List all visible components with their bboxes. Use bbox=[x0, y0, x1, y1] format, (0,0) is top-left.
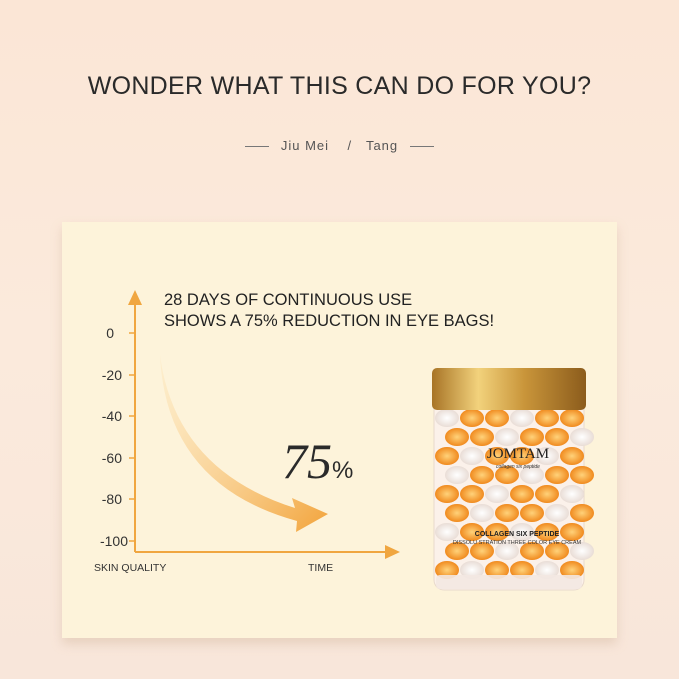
capsule bbox=[535, 447, 559, 465]
subtitle-separator: / bbox=[347, 138, 353, 153]
x-axis-arrow-icon bbox=[385, 545, 400, 559]
capsule bbox=[470, 542, 494, 560]
divider bbox=[244, 146, 269, 148]
subtitle-left: Jiu Mei bbox=[280, 138, 330, 153]
capsule bbox=[445, 504, 469, 522]
capsule bbox=[435, 485, 459, 503]
capsule bbox=[545, 466, 569, 484]
capsule bbox=[485, 485, 509, 503]
capsule bbox=[545, 428, 569, 446]
capsule bbox=[520, 504, 544, 522]
subtitle: Jiu Mei / Tang bbox=[0, 138, 679, 153]
capsule bbox=[535, 409, 559, 427]
capsule bbox=[570, 466, 594, 484]
trend-arrow-icon bbox=[160, 355, 328, 532]
capsule bbox=[560, 447, 584, 465]
capsule bbox=[510, 447, 534, 465]
y-tick: -80 bbox=[101, 491, 122, 507]
product-label-line-1: COLLAGEN SIX PEPTIDE bbox=[474, 531, 560, 538]
capsule bbox=[470, 504, 494, 522]
reduction-number: 75 bbox=[282, 433, 332, 489]
capsule bbox=[560, 523, 584, 541]
capsule bbox=[560, 485, 584, 503]
product-label-line-2: DISSOLU STRATION THREE COLOR EYE CREAM bbox=[452, 540, 582, 546]
jar-cap bbox=[432, 368, 586, 410]
capsule bbox=[460, 561, 484, 579]
capsule bbox=[435, 409, 459, 427]
capsule bbox=[545, 504, 569, 522]
page-title: WONDER WHAT THIS CAN DO FOR YOU? bbox=[87, 72, 592, 100]
capsule bbox=[520, 428, 544, 446]
capsule bbox=[485, 523, 509, 541]
x-axis bbox=[135, 545, 400, 559]
y-tick: -20 bbox=[101, 367, 122, 383]
reduction-value: 75% bbox=[282, 432, 353, 490]
capsule bbox=[470, 466, 494, 484]
headline-line-1: 28 DAYS OF CONTINUOUS USE bbox=[164, 291, 413, 309]
capsule bbox=[520, 542, 544, 560]
capsule bbox=[445, 466, 469, 484]
capsule bbox=[435, 447, 459, 465]
subtitle-right: Tang bbox=[365, 138, 399, 153]
product-jar bbox=[432, 368, 594, 591]
capsule bbox=[435, 561, 459, 579]
capsule bbox=[560, 561, 584, 579]
y-ticks bbox=[129, 332, 135, 542]
capsule bbox=[535, 561, 559, 579]
capsule bbox=[510, 485, 534, 503]
y-axis-label: SKIN QUALITY bbox=[94, 562, 167, 574]
headline: 28 DAYS OF CONTINUOUS USE SHOWS A 75% RED… bbox=[164, 290, 494, 332]
capsule bbox=[545, 542, 569, 560]
capsule bbox=[560, 409, 584, 427]
capsule bbox=[510, 561, 534, 579]
capsule bbox=[460, 523, 484, 541]
y-tick: -100 bbox=[99, 533, 128, 549]
reduction-unit: % bbox=[332, 457, 354, 484]
capsule bbox=[495, 542, 519, 560]
product-tagline: collagen six peptide bbox=[496, 464, 540, 470]
capsule bbox=[445, 542, 469, 560]
capsule bbox=[495, 466, 519, 484]
capsule bbox=[535, 485, 559, 503]
capsule bbox=[510, 409, 534, 427]
product-brand-logo: JOMTAM bbox=[486, 446, 550, 462]
headline-line-2: SHOWS A 75% REDUCTION IN EYE BAGS! bbox=[164, 312, 495, 330]
capsule bbox=[485, 447, 509, 465]
capsule bbox=[445, 428, 469, 446]
y-tick: -60 bbox=[101, 450, 122, 466]
capsule bbox=[510, 523, 534, 541]
capsule bbox=[570, 504, 594, 522]
capsule bbox=[520, 466, 544, 484]
capsule bbox=[460, 447, 484, 465]
capsule bbox=[485, 561, 509, 579]
capsule bbox=[485, 409, 509, 427]
capsule bbox=[470, 428, 494, 446]
capsule bbox=[535, 523, 559, 541]
y-axis bbox=[128, 290, 142, 552]
y-tick: 0 bbox=[106, 325, 114, 341]
capsule bbox=[495, 504, 519, 522]
divider bbox=[410, 146, 435, 148]
capsule bbox=[435, 523, 459, 541]
capsule bbox=[570, 542, 594, 560]
y-axis-arrow-icon bbox=[128, 290, 142, 305]
capsule bbox=[460, 409, 484, 427]
y-tick: -40 bbox=[101, 408, 122, 424]
capsule bbox=[460, 485, 484, 503]
x-axis-label: TIME bbox=[308, 562, 334, 574]
capsule bbox=[495, 428, 519, 446]
capsule bbox=[570, 428, 594, 446]
